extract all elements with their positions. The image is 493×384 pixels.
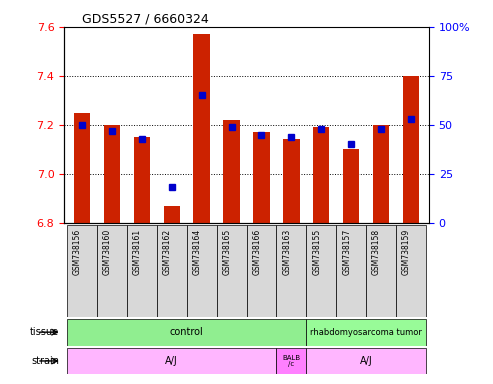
Bar [67,348,277,374]
Bar [396,225,426,317]
Bar [164,205,180,223]
Bar [134,137,150,223]
Text: GDS5527 / 6660324: GDS5527 / 6660324 [82,13,209,26]
Text: GSM738156: GSM738156 [73,229,82,275]
Bar [187,225,216,317]
Bar [246,225,277,317]
Text: GSM738160: GSM738160 [103,229,112,275]
Bar [403,76,419,223]
Text: GSM738157: GSM738157 [342,229,351,275]
Text: GSM738161: GSM738161 [133,229,142,275]
Bar [67,225,97,317]
Bar [104,125,120,223]
Bar [373,125,389,223]
Text: GSM738165: GSM738165 [222,229,232,275]
Bar [253,132,270,223]
Bar [336,225,366,317]
Bar [306,348,426,374]
Text: rhabdomyosarcoma tumor: rhabdomyosarcoma tumor [310,328,422,337]
Text: GSM738159: GSM738159 [402,229,411,275]
Bar [313,127,329,223]
Bar [343,149,359,223]
Text: BALB
/c: BALB /c [282,355,300,367]
Bar [366,225,396,317]
Text: A/J: A/J [165,356,178,366]
Text: strain: strain [31,356,59,366]
Bar [223,120,240,223]
Text: GSM738162: GSM738162 [163,229,172,275]
Text: GSM738166: GSM738166 [252,229,261,275]
Bar [306,319,426,346]
Text: GSM738164: GSM738164 [193,229,202,275]
Bar [216,225,246,317]
Text: control: control [170,327,204,337]
Bar [306,225,336,317]
Text: GSM738163: GSM738163 [282,229,291,275]
Bar [193,34,210,223]
Bar [157,225,187,317]
Text: tissue: tissue [30,327,59,337]
Text: A/J: A/J [360,356,373,366]
Bar [67,319,306,346]
Bar [277,348,306,374]
Bar [277,225,306,317]
Bar [74,113,90,223]
Text: GSM738155: GSM738155 [312,229,321,275]
Text: GSM738158: GSM738158 [372,229,381,275]
Bar [127,225,157,317]
Bar [97,225,127,317]
Bar [283,139,300,223]
